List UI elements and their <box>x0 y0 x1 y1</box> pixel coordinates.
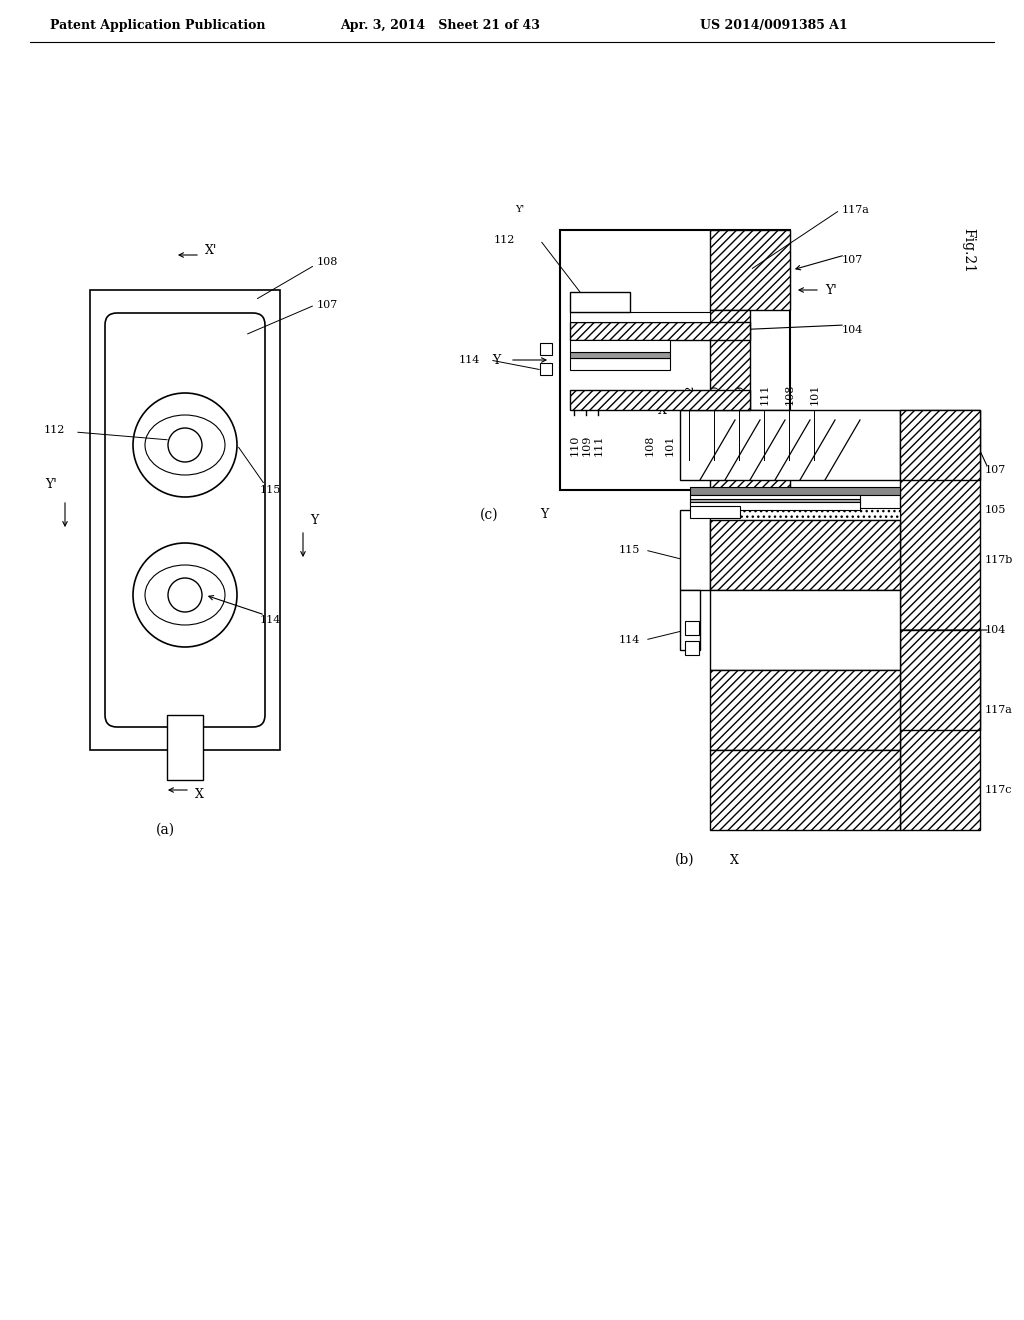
Text: 110: 110 <box>710 384 720 405</box>
Bar <box>570 358 670 370</box>
Text: Y': Y' <box>45 479 57 491</box>
Bar <box>710 671 900 750</box>
Bar <box>710 411 790 490</box>
Text: Y': Y' <box>825 284 837 297</box>
Text: 117b: 117b <box>985 554 1014 565</box>
Text: 109: 109 <box>735 384 745 405</box>
Text: Apr. 3, 2014   Sheet 21 of 43: Apr. 3, 2014 Sheet 21 of 43 <box>340 18 540 32</box>
Bar <box>685 642 699 655</box>
Text: 112: 112 <box>494 235 515 246</box>
Bar <box>900 630 980 730</box>
Text: 117c: 117c <box>985 785 1013 795</box>
Bar <box>710 520 900 590</box>
Bar <box>690 495 860 502</box>
Text: 107: 107 <box>317 300 338 310</box>
Text: Fig.21: Fig.21 <box>961 227 975 272</box>
Text: 110: 110 <box>570 436 580 457</box>
Text: 101: 101 <box>810 384 820 405</box>
Bar <box>685 620 699 635</box>
Text: 111: 111 <box>760 384 770 405</box>
Bar <box>680 510 710 590</box>
Text: Y: Y <box>310 513 318 527</box>
Text: 104: 104 <box>842 325 863 335</box>
Bar <box>570 292 630 312</box>
Text: 115: 115 <box>618 545 640 554</box>
Bar <box>680 590 700 649</box>
Bar <box>90 290 280 750</box>
Bar <box>570 389 750 411</box>
Text: X': X' <box>657 404 670 417</box>
Bar <box>540 343 552 355</box>
Text: 117a: 117a <box>842 205 869 215</box>
Text: 107: 107 <box>842 255 863 265</box>
Bar <box>900 411 980 480</box>
Bar <box>570 322 750 341</box>
Bar <box>690 499 860 506</box>
Text: 105: 105 <box>985 506 1007 515</box>
Bar <box>680 411 900 480</box>
Text: 114: 114 <box>260 615 282 624</box>
Text: US 2014/0091385 A1: US 2014/0091385 A1 <box>700 18 848 32</box>
Text: 101: 101 <box>665 436 675 457</box>
Text: 108: 108 <box>785 384 795 405</box>
Text: Y': Y' <box>515 206 524 214</box>
Text: 117a: 117a <box>985 705 1013 715</box>
Text: 104: 104 <box>985 624 1007 635</box>
Text: 115: 115 <box>260 484 282 495</box>
FancyBboxPatch shape <box>105 313 265 727</box>
Bar <box>540 363 552 375</box>
Text: 108: 108 <box>645 436 655 457</box>
Bar <box>690 502 860 510</box>
Bar <box>167 715 203 780</box>
Text: Y: Y <box>492 354 500 367</box>
Bar <box>690 506 740 517</box>
Bar <box>570 312 710 322</box>
Bar <box>570 352 670 358</box>
Bar <box>690 487 900 495</box>
Text: (a): (a) <box>156 822 174 837</box>
Text: 114: 114 <box>618 635 640 645</box>
Text: Y: Y <box>540 508 548 521</box>
Bar <box>710 230 790 310</box>
Bar <box>570 310 710 411</box>
Text: 114: 114 <box>459 355 480 366</box>
Text: X': X' <box>205 243 217 256</box>
Bar <box>710 750 900 830</box>
Bar <box>710 310 750 411</box>
Bar <box>900 411 980 830</box>
Text: 109: 109 <box>582 436 592 457</box>
Bar <box>710 590 900 671</box>
Text: 111: 111 <box>594 436 604 457</box>
Text: X: X <box>195 788 204 801</box>
Text: 112: 112 <box>44 425 65 436</box>
Text: 108: 108 <box>317 257 338 267</box>
Bar <box>570 341 670 352</box>
Text: (c): (c) <box>480 508 499 521</box>
Text: 107: 107 <box>985 465 1007 475</box>
Bar <box>710 508 900 520</box>
Text: 112: 112 <box>685 384 695 405</box>
Text: X: X <box>730 854 739 866</box>
Text: (b): (b) <box>675 853 694 867</box>
Bar <box>560 230 790 490</box>
Text: Patent Application Publication: Patent Application Publication <box>50 18 265 32</box>
